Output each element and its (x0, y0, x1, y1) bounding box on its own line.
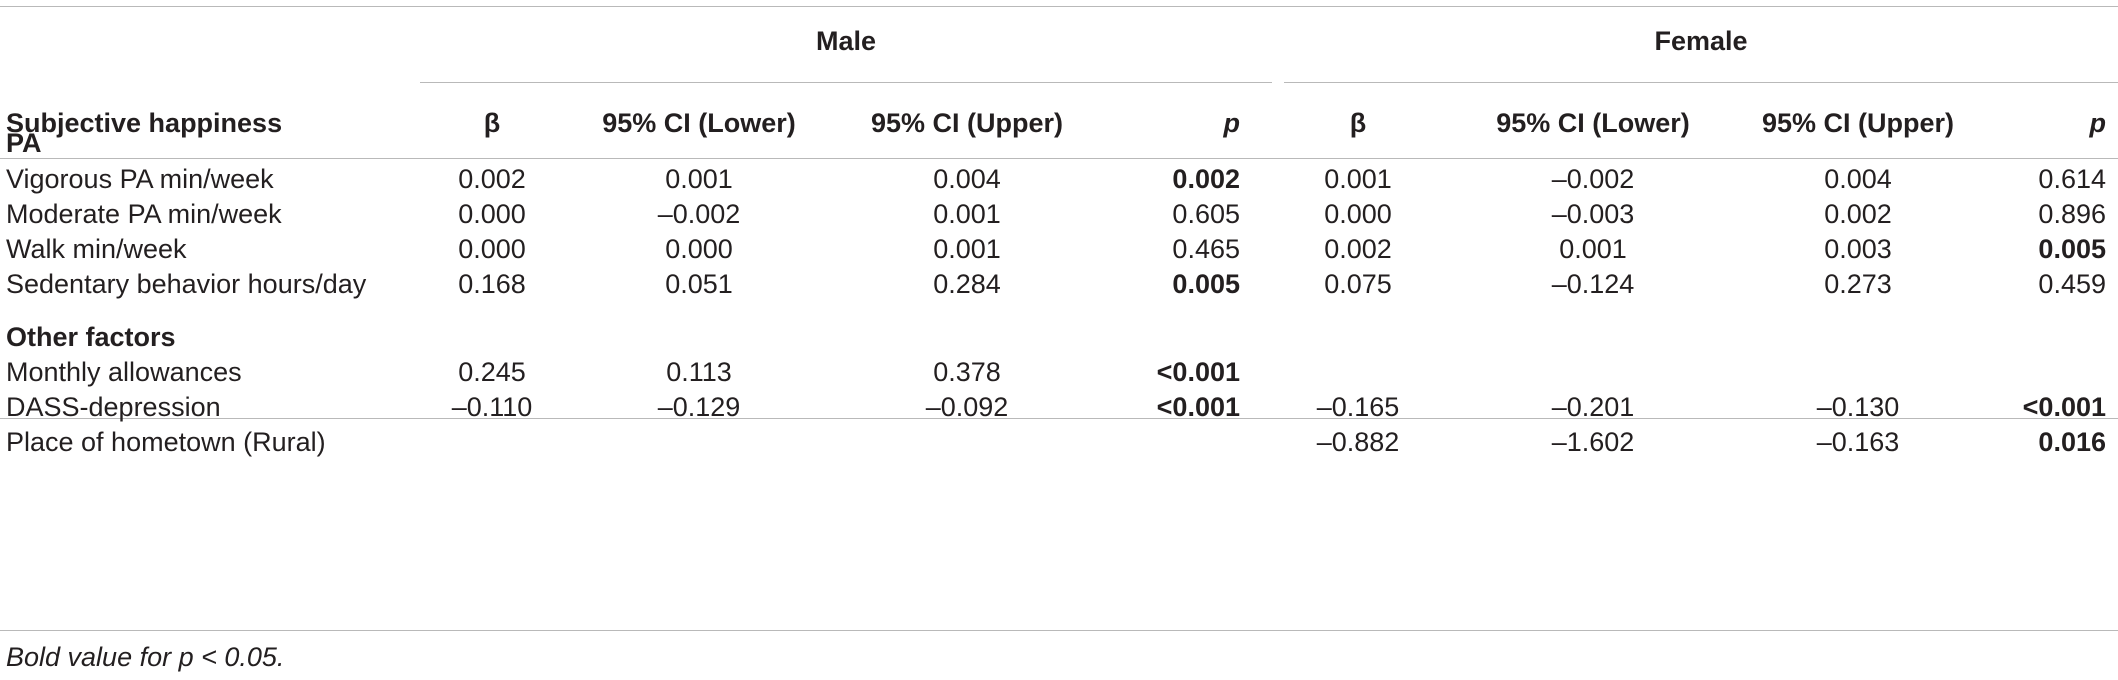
table-cell: 0.605 (1172, 199, 1240, 229)
table-cell: 0.113 (666, 357, 732, 387)
table-cell: 0.284 (933, 269, 1001, 299)
column-header: β (1349, 108, 1367, 138)
table-cell: 0.051 (665, 269, 733, 299)
male-group-rule (420, 82, 1272, 83)
table-cell: 0.000 (458, 234, 526, 264)
section-rule (0, 418, 2118, 419)
row-label: Vigorous PA min/week (6, 164, 274, 194)
table-cell: 0.000 (458, 199, 526, 229)
table-cell: <0.001 (2022, 392, 2106, 422)
top-rule (0, 6, 2118, 7)
table-cell: –0.092 (925, 392, 1009, 422)
table-cell: 0.004 (933, 164, 1001, 194)
table-cell: –0.129 (657, 392, 741, 422)
row-label: Monthly allowances (6, 357, 242, 387)
column-header: 95% CI (Upper) (870, 108, 1064, 138)
table-cell: 0.001 (1324, 164, 1392, 194)
row-header-label: Subjective happiness (6, 108, 283, 138)
table-cell: 0.001 (933, 199, 1001, 229)
table-cell: –0.002 (1551, 164, 1635, 194)
column-header: 95% CI (Upper) (1761, 108, 1955, 138)
table-cell: 0.896 (2038, 199, 2106, 229)
table-cell: –0.110 (451, 392, 533, 422)
group-header-male: Male (815, 26, 877, 56)
row-label: Place of hometown (Rural) (6, 427, 326, 457)
row-label: Moderate PA min/week (6, 199, 282, 229)
table-cell: –0.165 (1316, 392, 1400, 422)
row-label: Walk min/week (6, 234, 187, 264)
column-header: p (2089, 108, 2107, 138)
section-title: Other factors (6, 322, 176, 352)
table-cell: 0.378 (933, 357, 1001, 387)
footnote: Bold value for p < 0.05. (6, 642, 285, 672)
column-header: 95% CI (Lower) (1496, 108, 1690, 138)
group-header-female: Female (1654, 26, 1748, 56)
table-cell: <0.001 (1156, 392, 1240, 422)
column-header: β (483, 108, 501, 138)
column-header: 95% CI (Lower) (602, 108, 796, 138)
table-cell: 0.001 (1559, 234, 1627, 264)
table-cell: –0.130 (1816, 392, 1900, 422)
table-cell: 0.465 (1172, 234, 1240, 264)
table-cell: 0.002 (1324, 234, 1392, 264)
table-cell: 0.000 (1324, 199, 1392, 229)
female-group-rule (1284, 82, 2118, 83)
table-cell: 0.000 (665, 234, 733, 264)
table-cell: 0.016 (2038, 427, 2106, 457)
table-cell: –1.602 (1551, 427, 1635, 457)
table-cell: –0.201 (1551, 392, 1635, 422)
bottom-rule (0, 630, 2118, 631)
table-cell: 0.273 (1824, 269, 1892, 299)
table-cell: 0.001 (933, 234, 1001, 264)
table-cell: 0.002 (1172, 164, 1240, 194)
table-cell: 0.005 (2038, 234, 2106, 264)
table-cell: –0.882 (1316, 427, 1400, 457)
table-cell: <0.001 (1156, 357, 1240, 387)
table-cell: 0.168 (458, 269, 526, 299)
table-cell: 0.002 (458, 164, 526, 194)
header-rule (0, 158, 2118, 159)
table-cell: –0.124 (1551, 269, 1635, 299)
table-cell: –0.163 (1816, 427, 1900, 457)
table-cell: 0.004 (1824, 164, 1892, 194)
table-cell: 0.245 (458, 357, 526, 387)
table-cell: 0.001 (665, 164, 733, 194)
table-cell: 0.614 (2038, 164, 2106, 194)
table-cell: 0.459 (2038, 269, 2106, 299)
table-cell: 0.003 (1824, 234, 1892, 264)
section-title: PA (6, 128, 42, 158)
row-label: Sedentary behavior hours/day (6, 269, 367, 299)
table-cell: –0.002 (657, 199, 741, 229)
column-header: p (1223, 108, 1241, 138)
row-label: DASS-depression (6, 392, 221, 422)
table-cell: 0.005 (1172, 269, 1240, 299)
table-cell: 0.075 (1324, 269, 1392, 299)
table-cell: 0.002 (1824, 199, 1892, 229)
table-cell: –0.003 (1551, 199, 1635, 229)
